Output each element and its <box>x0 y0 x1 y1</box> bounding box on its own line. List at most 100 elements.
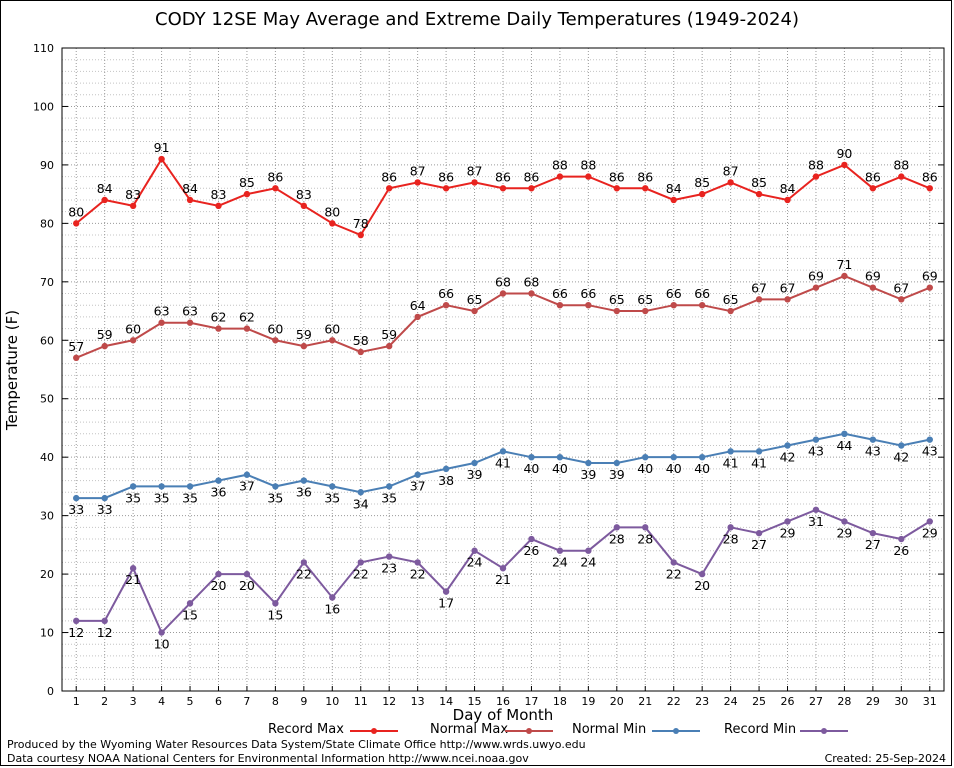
normal-max-data-label: 57 <box>68 339 84 354</box>
record-min-data-label: 16 <box>324 601 340 616</box>
record-min-point <box>129 565 137 572</box>
normal-min-data-label: 38 <box>438 473 454 488</box>
normal-max-data-label: 67 <box>780 280 796 295</box>
record-min-point <box>471 547 478 554</box>
normal-min-data-label: 43 <box>808 444 824 459</box>
normal-max-point <box>727 307 734 315</box>
y-tick-label: 70 <box>40 276 54 289</box>
record-min-point <box>357 559 364 566</box>
record-min-data-label: 22 <box>296 566 312 581</box>
record-min-point <box>442 588 450 595</box>
legend-marker-normal-min <box>673 728 679 734</box>
record-min-series: 12 12 21 10 15 20 20 15 22 16 22 23 22 17 24 21 26 24 24 28… <box>68 506 938 652</box>
normal-min-point <box>73 494 80 502</box>
normal-min-data-label: 35 <box>324 490 340 505</box>
normal-max-data-label: 60 <box>125 321 141 336</box>
y-tick-label: 0 <box>47 685 54 698</box>
normal-min-data-label: 42 <box>780 449 796 464</box>
normal-max-data-label: 59 <box>97 327 113 342</box>
normal-min-point <box>642 453 649 461</box>
normal-min-point <box>841 430 848 437</box>
record-min-point <box>556 547 564 554</box>
record-max-point <box>471 179 478 186</box>
normal-min-point <box>385 483 393 490</box>
record-max-data-label: 86 <box>267 169 283 184</box>
record-max-data-label: 84 <box>182 181 198 196</box>
normal-max-data-label: 63 <box>154 304 170 319</box>
normal-min-data-label: 35 <box>267 490 283 505</box>
record-min-data-label: 27 <box>751 537 767 552</box>
record-max-data-label: 78 <box>353 216 369 231</box>
record-min-data-label: 31 <box>808 514 824 529</box>
normal-min-data-label: 33 <box>68 502 84 517</box>
normal-max-data-label: 66 <box>694 286 710 301</box>
legend-label-normal-max: Normal Max <box>430 722 509 737</box>
x-tick-label: 25 <box>752 695 766 708</box>
normal-max-point <box>528 290 535 297</box>
normal-max-data-label: 58 <box>353 333 369 348</box>
record-max-point <box>812 173 820 180</box>
x-tick-label: 31 <box>923 695 937 708</box>
record-max-data-label: 87 <box>723 163 739 178</box>
normal-min-data-label: 35 <box>182 490 198 505</box>
x-tick-label: 18 <box>553 695 567 708</box>
normal-min-point <box>101 494 108 502</box>
legend-marker-record-max <box>371 728 377 734</box>
record-min-data-label: 10 <box>154 637 170 652</box>
normal-min-point <box>898 442 905 449</box>
normal-max-data-label: 63 <box>182 304 198 319</box>
normal-min-point <box>812 436 820 443</box>
record-min-data-label: 21 <box>495 572 511 587</box>
normal-max-point <box>129 337 137 344</box>
record-min-point <box>385 553 393 560</box>
normal-max-point <box>784 296 791 303</box>
record-min-data-label: 27 <box>865 537 881 552</box>
normal-min-data-label: 40 <box>637 461 653 476</box>
record-max-point <box>499 185 507 192</box>
record-max-data-label: 87 <box>410 163 426 178</box>
normal-min-point <box>186 483 194 490</box>
record-min-point <box>755 529 763 537</box>
normal-max-data-label: 65 <box>609 292 625 307</box>
normal-max-data-label: 60 <box>324 321 340 336</box>
record-min-data-label: 22 <box>353 566 369 581</box>
x-axis-label: Day of Month <box>452 706 554 724</box>
normal-max-point <box>385 342 393 350</box>
normal-max-point <box>926 284 933 291</box>
normal-max-data-label: 67 <box>893 280 909 295</box>
normal-max-data-label: 68 <box>523 275 539 290</box>
y-tick-label: 100 <box>33 100 54 113</box>
normal-min-point <box>158 483 165 490</box>
x-tick-label: 22 <box>667 695 681 708</box>
record-max-data-label: 88 <box>808 158 824 173</box>
normal-min-data-label: 35 <box>125 490 141 505</box>
normal-min-data-label: 43 <box>922 444 938 459</box>
normal-min-point <box>215 477 222 484</box>
normal-min-point <box>471 459 478 467</box>
record-min-point <box>272 600 279 607</box>
normal-min-data-label: 37 <box>410 479 426 494</box>
record-min-point <box>642 524 649 531</box>
normal-min-point <box>272 483 279 490</box>
record-min-data-label: 29 <box>780 525 796 540</box>
normal-min-data-label: 36 <box>296 485 312 500</box>
y-tick-label: 10 <box>40 627 54 640</box>
record-min-data-label: 17 <box>438 596 454 611</box>
y-tick-label: 20 <box>40 568 54 581</box>
record-max-data-label: 88 <box>893 158 909 173</box>
x-tick-label: 20 <box>610 695 624 708</box>
normal-max-data-label: 67 <box>751 280 767 295</box>
legend-label-record-min: Record Min <box>724 722 797 737</box>
normal-max-data-label: 69 <box>865 269 881 284</box>
x-tick-label: 19 <box>581 695 595 708</box>
normal-min-data-label: 41 <box>495 455 511 470</box>
x-tick-label: 7 <box>243 695 250 708</box>
record-max-data-label: 83 <box>296 187 312 202</box>
normal-max-point <box>755 296 763 303</box>
record-max-data-label: 88 <box>580 158 596 173</box>
record-max-point <box>73 220 80 227</box>
normal-max-data-label: 65 <box>723 292 739 307</box>
normal-max-data-label: 66 <box>438 286 454 301</box>
x-tick-label: 26 <box>781 695 795 708</box>
record-min-data-label: 12 <box>97 625 113 640</box>
